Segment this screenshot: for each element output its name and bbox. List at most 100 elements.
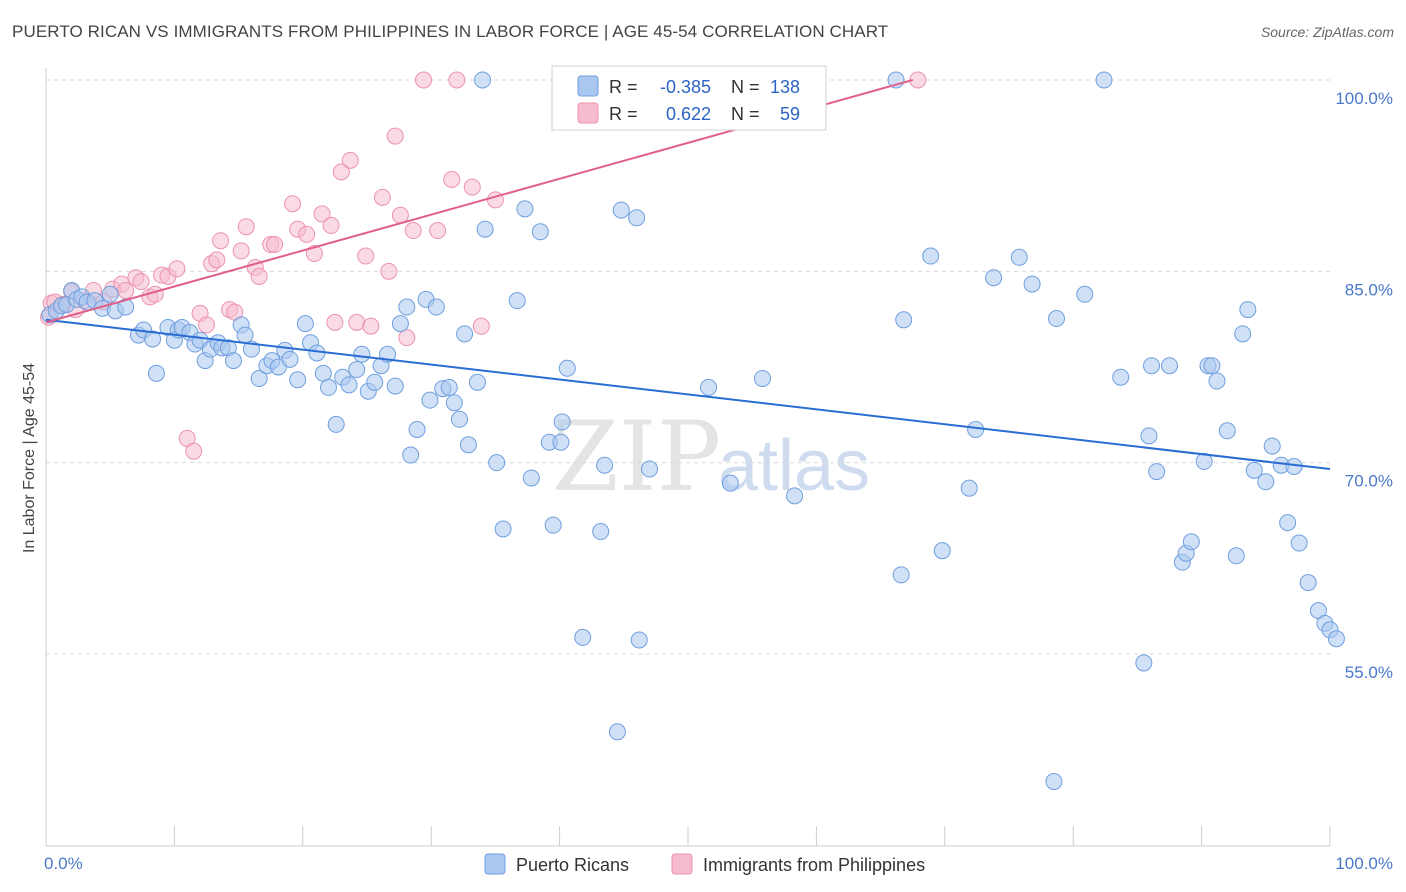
puerto-ricans-point [1279, 514, 1297, 532]
puerto-ricans-point [1095, 71, 1113, 89]
philippines-point [448, 71, 466, 89]
correlation-legend: R = -0.385 N = 138 R = 0.622 N = 59 [551, 65, 827, 131]
puerto-ricans-point [552, 433, 570, 451]
puerto-ricans-point [391, 315, 409, 333]
philippines-point [380, 262, 398, 280]
puerto-ricans-point [922, 247, 940, 265]
puerto-ricans-point [340, 376, 358, 394]
philippines-point [443, 170, 461, 188]
puerto-ricans-point [531, 223, 549, 241]
watermark-zip: ZIP [552, 401, 721, 513]
puerto-ricans-point [427, 298, 445, 316]
puerto-ricans-point [592, 523, 610, 541]
philippines-point [341, 151, 359, 169]
puerto-ricans-point [1218, 422, 1236, 440]
puerto-ricans-point [494, 520, 512, 538]
puerto-ricans-point [224, 352, 242, 370]
puerto-ricans-point [892, 566, 910, 584]
legend-swatch-philippines [671, 853, 693, 875]
philippines-point [373, 188, 391, 206]
puerto-ricans-point [596, 456, 614, 474]
philippines-point [398, 329, 416, 347]
puerto-ricans-point [1010, 248, 1028, 266]
philippines-point [237, 218, 255, 236]
puerto-ricans-point [630, 631, 648, 649]
philippines-point [208, 251, 226, 269]
philippines-point [266, 236, 284, 254]
puerto-ricans-point [1112, 368, 1130, 386]
puerto-ricans-point [753, 369, 771, 387]
puerto-ricans-point [786, 487, 804, 505]
legend-label-puerto-ricans: Puerto Ricans [516, 855, 629, 875]
puerto-ricans-point [319, 378, 337, 396]
x-tick-label: 0.0% [44, 854, 83, 873]
puerto-ricans-point [985, 269, 1003, 287]
puerto-ricans-point [1161, 357, 1178, 375]
puerto-ricans-point [353, 345, 371, 363]
legend-r-label: R = [609, 104, 638, 124]
puerto-ricans-point [1290, 534, 1308, 552]
series-philippines-points [40, 71, 927, 460]
legend-r-label: R = [609, 77, 638, 97]
puerto-ricans-point [608, 723, 626, 741]
puerto-ricans-point [1143, 357, 1161, 375]
chart-source: Source: ZipAtlas.com [1260, 24, 1394, 40]
puerto-ricans-point [296, 315, 314, 333]
axes [45, 68, 1331, 847]
puerto-ricans-point [1076, 285, 1094, 303]
watermark: ZIP atlas [552, 401, 870, 513]
philippines-point [305, 244, 323, 262]
puerto-ricans-point [1257, 473, 1275, 491]
philippines-point [322, 216, 340, 234]
y-tick-label: 100.0% [1335, 89, 1393, 108]
series-puerto-ricans-points [41, 71, 1345, 791]
puerto-ricans-point [398, 298, 416, 316]
philippines-point [362, 317, 380, 335]
puerto-ricans-point [558, 359, 576, 377]
philippines-point [298, 225, 316, 243]
legend-n-value-blue: 138 [770, 77, 800, 97]
puerto-ricans-point [628, 209, 646, 227]
puerto-ricans-point [117, 298, 135, 316]
puerto-ricans-point [1245, 461, 1263, 479]
legend-swatch-pink [577, 102, 599, 124]
philippines-point [198, 316, 215, 334]
puerto-ricans-point [1203, 357, 1221, 375]
puerto-ricans-point [1208, 372, 1226, 390]
puerto-ricans-point [408, 421, 426, 439]
puerto-ricans-point [144, 330, 162, 348]
legend-swatch-puerto-ricans [484, 853, 506, 875]
philippines-point [357, 247, 375, 265]
puerto-ricans-point [1263, 437, 1281, 455]
puerto-ricans-point [488, 454, 506, 472]
puerto-ricans-point [1135, 654, 1153, 672]
puerto-ricans-point [1182, 533, 1200, 551]
puerto-ricans-point [1227, 547, 1245, 565]
puerto-ricans-point [1234, 325, 1252, 343]
philippines-point [429, 222, 447, 240]
philippines-point [212, 232, 230, 250]
x-tick-label: 100.0% [1335, 854, 1393, 873]
philippines-point [404, 222, 422, 240]
puerto-ricans-point [895, 311, 913, 329]
puerto-ricans-point [327, 415, 345, 433]
puerto-ricans-point [445, 394, 463, 412]
puerto-ricans-point [308, 344, 326, 362]
puerto-ricans-point [1239, 301, 1257, 319]
puerto-ricans-point [1023, 275, 1041, 293]
puerto-ricans-point [1195, 452, 1213, 470]
philippines-point [326, 313, 344, 331]
tick-labels: 55.0% 70.0% 85.0% 100.0% 0.0% 100.0% [44, 89, 1393, 873]
philippines-point [332, 163, 350, 181]
series-legend: Puerto Ricans Immigrants from Philippine… [484, 853, 925, 875]
y-tick-label: 70.0% [1345, 472, 1393, 491]
puerto-ricans-point [612, 201, 630, 219]
trend-line-puerto-ricans [45, 318, 1331, 471]
legend-n-label: N = [731, 77, 760, 97]
puerto-ricans-point [574, 628, 592, 646]
philippines-point [284, 195, 302, 213]
puerto-ricans-point [101, 285, 119, 303]
puerto-ricans-point [386, 377, 404, 395]
puerto-ricans-point [700, 378, 718, 396]
puerto-ricans-point [421, 391, 439, 409]
